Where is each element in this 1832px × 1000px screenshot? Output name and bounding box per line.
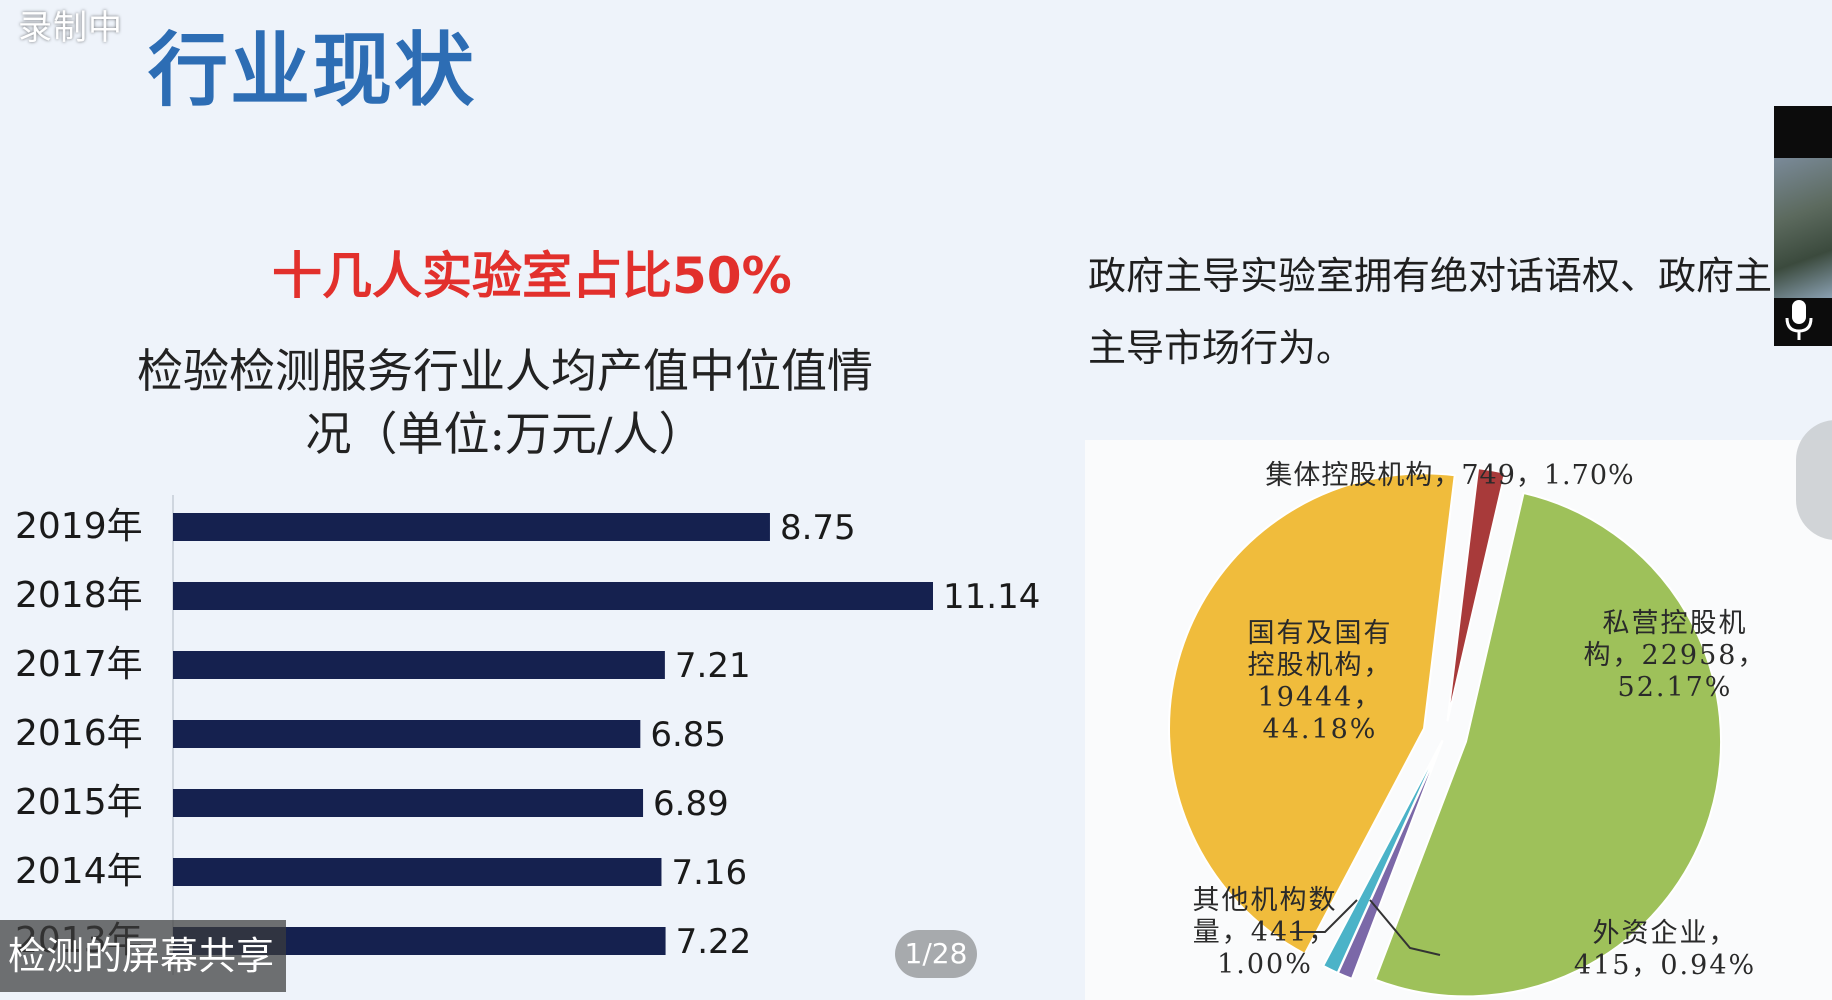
bar-category-label: 2018年 (15, 575, 143, 616)
recording-indicator: 录制中 (18, 8, 123, 48)
bar-category-label: 2017年 (15, 644, 143, 685)
pie-leader-line (1290, 899, 1358, 933)
side-panel-handle[interactable] (1796, 420, 1832, 540)
bar-value-label: 7.22 (676, 922, 752, 962)
pie-label-foreign: 外资企业， 415，0.94% (1555, 918, 1775, 982)
bar-category-label: 2014年 (15, 851, 143, 892)
microphone-icon[interactable] (1784, 298, 1814, 342)
bar-value-label: 11.14 (943, 577, 1040, 617)
pie-label-state-line3: 19444， (1257, 682, 1383, 713)
pie-label-state: 国有及国有 控股机构， 19444， 44.18% (1195, 618, 1445, 746)
bar-chart: 2019年 8.75 2018年 11.14 2017年 7.21 2016年 6.85 201… (15, 495, 1040, 975)
pie-label-other: 其他机构数 量，441， 1.00% (1160, 885, 1370, 981)
pie-label-other-line2: 量，441， (1192, 917, 1338, 948)
bar-value-label: 6.85 (650, 715, 726, 755)
pie-leader-line (1369, 899, 1441, 956)
bar-chart-title-line1: 检验检测服务行业人均产值中位值情 (137, 344, 873, 398)
pie-label-private-line3: 52.17% (1617, 672, 1733, 703)
page-indicator[interactable]: 1/28 (895, 930, 977, 978)
bar-category-label: 2016年 (15, 713, 143, 754)
participant-video-feed (1774, 158, 1832, 298)
bar-2018年 (173, 582, 933, 610)
pie-chart (1168, 466, 1723, 998)
pie-label-private: 私营控股机 构，22958， 52.17% (1545, 608, 1805, 704)
slide-title: 行业现状 (148, 24, 476, 117)
bar-value-label: 7.21 (675, 646, 751, 686)
slide-body-text: 政府主导实验室拥有绝对话语权、政府主 主导市场行为。 (1088, 240, 1808, 384)
bar-chart-title: 检验检测服务行业人均产值中位值情 况（单位:万元/人） (110, 340, 900, 466)
pie-label-other-line1: 其他机构数 (1192, 885, 1338, 916)
pie-label-state-line2: 控股机构， (1247, 650, 1393, 681)
pie-label-foreign-line2: 415，0.94% (1573, 950, 1757, 981)
slide-headline: 十几人实验室占比50% (272, 247, 792, 305)
pie-slice (1446, 466, 1507, 722)
bar-value-label: 7.16 (671, 853, 747, 893)
pie-slice (1373, 491, 1723, 998)
bar-value-label: 8.75 (780, 508, 856, 548)
pie-label-state-line1: 国有及国有 (1247, 618, 1393, 649)
pie-slice (1168, 472, 1456, 956)
pie-label-collective-text: 集体控股机构，749，1.70% (1265, 460, 1635, 491)
bar-value-label: 6.89 (653, 784, 729, 824)
pie-label-private-line2: 构，22958， (1583, 640, 1767, 671)
bar-2014年 (173, 858, 662, 886)
body-text-line2: 主导市场行为。 (1088, 326, 1355, 370)
pie-label-state-line4: 44.18% (1262, 714, 1378, 745)
bar-category-label: 2015年 (15, 782, 143, 823)
pie-label-other-line3: 1.00% (1217, 949, 1313, 980)
bar-chart-title-line2: 况（单位:万元/人） (305, 407, 705, 461)
bar-2016年 (173, 720, 641, 748)
pie-label-foreign-line1: 外资企业， (1592, 918, 1738, 949)
bar-2015年 (173, 789, 644, 817)
bar-category-label: 2019年 (15, 506, 143, 547)
participant-video-tile[interactable] (1774, 106, 1832, 346)
pie-slice (1321, 739, 1444, 975)
bar-2017年 (173, 651, 665, 679)
pie-label-private-line1: 私营控股机 (1602, 608, 1748, 639)
pie-label-collective: 集体控股机构，749，1.70% (1200, 460, 1700, 492)
bar-2019年 (173, 513, 770, 541)
pie-chart-panel: 集体控股机构，749，1.70% 私营控股机 构，22958， 52.17% 国… (1085, 440, 1832, 1000)
body-text-line1: 政府主导实验室拥有绝对话语权、政府主 (1088, 254, 1773, 298)
screen-share-banner: 检测的屏幕共享 (0, 920, 286, 992)
